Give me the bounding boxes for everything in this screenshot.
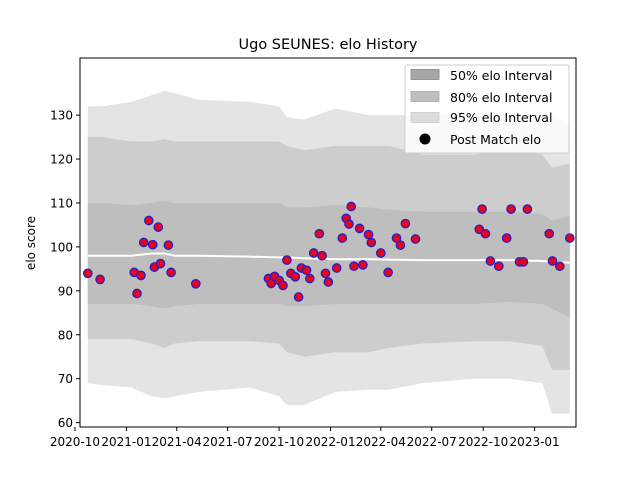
post-match-point <box>147 239 158 250</box>
post-match-point <box>304 273 315 284</box>
legend-label-95: 95% elo Interval <box>450 110 552 125</box>
post-match-point <box>358 260 368 270</box>
x-tick-label: 2021-07 <box>203 435 253 449</box>
post-match-point <box>366 237 377 248</box>
post-match-point <box>363 229 374 240</box>
post-match-point <box>331 263 342 273</box>
plot-frame <box>79 57 577 428</box>
legend-label-50: 50% elo Interval <box>450 68 552 83</box>
y-axis: 60 70 80 90 100 110 120 130 <box>50 109 80 430</box>
legend-box <box>404 64 570 154</box>
post-match-point <box>132 288 142 299</box>
median-line-path <box>87 252 570 264</box>
post-match-point <box>485 256 496 266</box>
post-match-point <box>564 233 575 243</box>
y-tick-label: 70 <box>58 372 73 386</box>
post-match-point <box>554 261 565 272</box>
post-match-point <box>155 258 166 269</box>
post-match-point <box>290 271 301 282</box>
post-match-point <box>293 292 304 302</box>
x-tick-label: 2022-04 <box>356 435 406 449</box>
legend-label-80: 80% elo Interval <box>450 90 552 105</box>
x-tick-label: 2022-07 <box>407 435 457 449</box>
post-match-point <box>320 268 331 279</box>
x-axis: 2020-10 2021-01 2021-04 2021-07 2021-10 2022-… <box>50 427 560 449</box>
plot-area <box>82 90 575 414</box>
legend-swatch-50 <box>410 69 440 80</box>
post-match-point <box>166 267 176 278</box>
post-match-point <box>349 261 359 272</box>
x-tick-label: 2021-04 <box>152 435 202 449</box>
legend-marker-post-match <box>419 133 431 145</box>
post-match-point <box>153 222 164 232</box>
x-tick-label: 2022-01 <box>305 435 355 449</box>
post-match-point <box>82 268 93 279</box>
y-tick-label: 80 <box>58 328 73 342</box>
post-match-point <box>522 204 533 214</box>
x-tick-label: 2021-01 <box>101 435 151 449</box>
post-match-point <box>547 256 558 266</box>
post-match-point <box>506 204 516 214</box>
post-match-point <box>544 228 555 239</box>
legend-swatch-95 <box>410 112 440 123</box>
y-tick-label: 60 <box>58 416 73 430</box>
post-match-point <box>395 240 406 250</box>
post-match-point <box>314 228 325 239</box>
x-tick-label: 2020-10 <box>50 435 100 449</box>
legend-label-post-match: Post Match elo <box>450 132 541 147</box>
x-tick-label: 2021-10 <box>254 435 304 449</box>
post-match-point <box>493 261 504 272</box>
legend: 50% elo Interval 80% elo Interval 95% el… <box>404 64 570 154</box>
post-match-point <box>480 228 491 239</box>
chart-title: Ugo SEUNES: elo History <box>239 37 418 53</box>
post-match-point <box>477 204 487 214</box>
post-match-point <box>400 218 411 229</box>
post-match-point <box>317 250 327 261</box>
post-match-point <box>518 256 529 267</box>
post-match-point <box>354 223 365 234</box>
y-tick-label: 120 <box>50 153 73 167</box>
post-match-point <box>344 219 354 229</box>
y-tick-label: 130 <box>50 109 73 123</box>
post-match-point <box>190 278 201 289</box>
post-match-point <box>282 255 292 265</box>
post-match-points <box>82 201 575 302</box>
post-match-point <box>323 277 334 287</box>
y-axis-label: elo score <box>24 216 38 270</box>
post-match-point <box>278 280 288 291</box>
post-match-point <box>501 233 512 243</box>
post-match-point <box>346 201 357 212</box>
post-match-point <box>337 233 348 243</box>
post-match-point <box>308 248 319 258</box>
x-tick-label: 2023-01 <box>510 435 560 449</box>
y-tick-label: 90 <box>58 284 73 298</box>
post-match-point <box>383 267 393 278</box>
post-match-point <box>163 240 174 250</box>
post-match-point <box>375 248 386 258</box>
y-tick-label: 110 <box>50 196 73 210</box>
post-match-point <box>138 237 149 248</box>
post-match-point <box>410 234 421 244</box>
x-tick-label: 2022-10 <box>458 435 508 449</box>
y-tick-label: 100 <box>50 240 73 254</box>
post-match-point <box>95 274 105 285</box>
post-match-point <box>301 265 312 276</box>
legend-swatch-80 <box>410 91 440 102</box>
post-match-point <box>136 270 146 281</box>
median-elo-line <box>87 252 570 264</box>
post-match-point <box>143 215 154 226</box>
